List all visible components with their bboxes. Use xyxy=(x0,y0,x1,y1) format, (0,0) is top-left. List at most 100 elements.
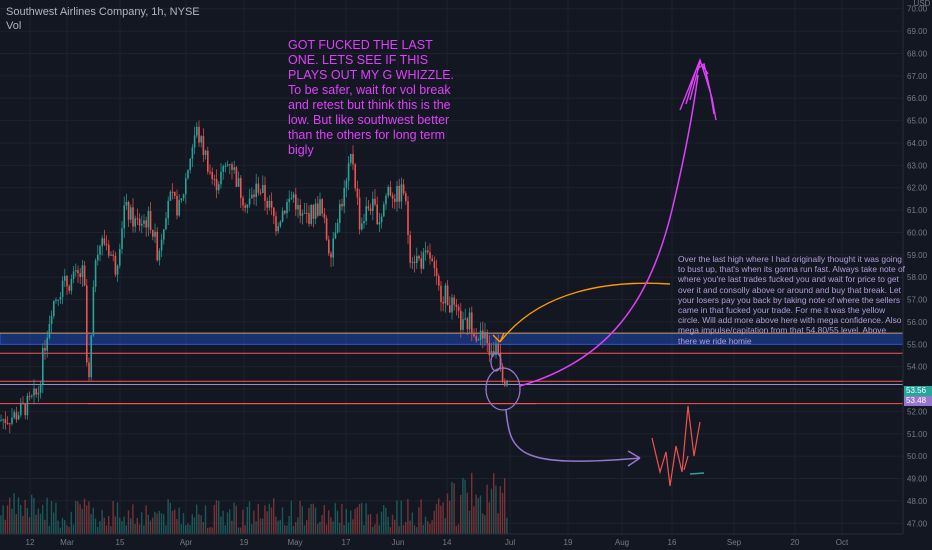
volume-bar xyxy=(200,515,202,534)
volume-bar xyxy=(451,481,453,534)
candle-body xyxy=(442,302,444,304)
candle-body xyxy=(224,165,227,167)
volume-bar xyxy=(240,527,242,534)
candle-body xyxy=(114,255,117,275)
volume-bar xyxy=(187,523,189,534)
candle-body xyxy=(46,337,48,351)
volume-bar xyxy=(242,509,244,534)
candle-body xyxy=(328,239,330,254)
volume-bar xyxy=(154,511,156,534)
candle-body xyxy=(198,126,200,143)
volume-bar xyxy=(446,493,449,534)
volume-bar xyxy=(48,525,50,534)
volume-bar xyxy=(156,513,158,534)
volume-bar xyxy=(301,506,303,534)
volume-bar xyxy=(497,513,499,534)
candle-body xyxy=(501,365,504,382)
candle-body xyxy=(484,332,486,339)
candle-body xyxy=(438,275,440,286)
time-tick-label: 20 xyxy=(791,538,800,547)
candle-body xyxy=(334,232,337,239)
volume-bar xyxy=(328,510,330,534)
volume-bar xyxy=(189,524,191,534)
candle-body xyxy=(466,318,469,330)
volume-bar xyxy=(499,486,501,534)
volume-bar xyxy=(303,525,306,534)
volume-bar xyxy=(369,513,372,534)
candle-body xyxy=(257,183,260,193)
candle-body xyxy=(488,343,491,356)
candle-body xyxy=(28,396,31,398)
time-axis[interactable]: 12 Mar 15 Apr 19 May 17 Jun 14 Jul 19 Aug 16 Sep 20 Oct xyxy=(26,538,849,547)
candle-body xyxy=(200,136,202,143)
volume-bar xyxy=(427,521,429,534)
time-tick-label: Jun xyxy=(392,538,405,547)
candle-body xyxy=(440,285,442,303)
candle-body xyxy=(79,273,81,277)
price-axis[interactable]: 47.0048.0049.0050.0051.0052.0053.0054.00… xyxy=(907,5,928,529)
volume-bar xyxy=(288,515,290,534)
volume-bar xyxy=(143,525,145,534)
volume-bar xyxy=(114,516,116,534)
volume-bar xyxy=(275,516,277,534)
candle-body xyxy=(134,218,136,227)
candle-body xyxy=(182,194,185,199)
candle-body xyxy=(323,213,326,219)
volume-bar xyxy=(473,506,475,534)
candle-body xyxy=(486,332,488,344)
candle-body xyxy=(55,299,57,301)
volume-bar xyxy=(160,513,163,534)
candle-body xyxy=(9,423,11,425)
volume-bar xyxy=(46,497,48,534)
volume-bar xyxy=(418,507,420,534)
candle-body xyxy=(81,265,84,277)
price-tick-label: 55.00 xyxy=(907,340,928,349)
price-tick-label: 67.00 xyxy=(907,72,928,81)
volume-bar xyxy=(11,508,13,534)
volume-bar xyxy=(147,514,149,534)
candle-body xyxy=(145,220,147,228)
candle-body xyxy=(6,422,9,424)
volume-bar xyxy=(57,520,59,534)
candle-body xyxy=(242,197,244,206)
volume-bar xyxy=(24,499,26,534)
candle-body xyxy=(385,195,387,205)
candle-body xyxy=(193,135,196,148)
candle-body xyxy=(17,415,20,420)
candle-body xyxy=(277,226,279,232)
volume-bar xyxy=(99,521,101,534)
volume-bar xyxy=(358,504,361,534)
candle-body xyxy=(99,246,101,255)
candle-body xyxy=(389,187,392,196)
volume-bar xyxy=(420,499,422,534)
candle-body xyxy=(185,178,187,195)
volume-legend[interactable]: Vol xyxy=(6,20,22,32)
candle-body xyxy=(222,166,224,172)
symbol-legend[interactable]: Southwest Airlines Company, 1h, NYSE xyxy=(6,6,200,18)
magenta-arrow xyxy=(519,74,699,387)
volume-bar xyxy=(13,493,15,534)
volume-bar xyxy=(374,524,376,534)
volume-bar xyxy=(70,511,72,534)
volume-bar xyxy=(169,502,171,534)
candle-body xyxy=(11,417,13,424)
candle-body xyxy=(422,252,425,269)
volume-bar xyxy=(341,503,343,534)
candle-body xyxy=(314,203,317,219)
volume-bar xyxy=(244,525,246,534)
candle-body xyxy=(418,256,420,259)
volume-bar xyxy=(270,507,273,534)
candle-body xyxy=(464,318,466,320)
candle-body xyxy=(378,222,381,225)
candle-body xyxy=(220,171,222,185)
volume-bar xyxy=(248,501,251,534)
candle-body xyxy=(92,286,95,336)
candle-body xyxy=(231,164,233,170)
candle-body xyxy=(303,212,306,214)
candle-body xyxy=(141,223,143,226)
candle-body xyxy=(325,218,328,240)
candle-body xyxy=(42,347,44,385)
volume-bar xyxy=(22,515,24,534)
volume-bar xyxy=(64,519,66,534)
